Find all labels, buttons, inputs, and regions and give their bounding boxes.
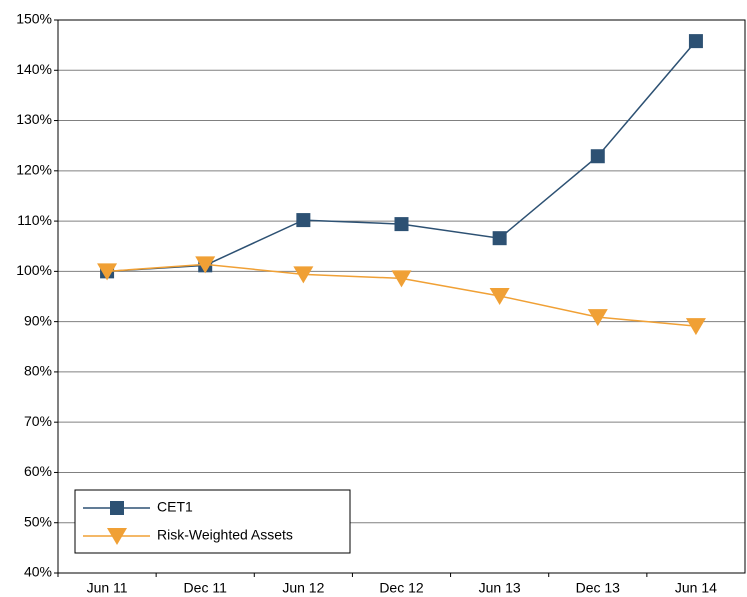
marker [391,270,412,288]
marker [489,287,510,305]
marker [293,266,314,284]
marker [97,263,118,281]
legend-box [74,489,351,554]
y-tick-label: 80% [24,363,52,379]
marker [195,256,216,274]
marker [688,34,703,49]
y-tick-label: 50% [24,513,52,529]
marker [590,149,605,164]
x-tick-label: Dec 11 [184,580,228,596]
marker [685,318,706,336]
y-tick-label: 150% [16,11,52,27]
y-tick-label: 120% [16,162,52,178]
x-tick-label: Jun 11 [87,580,128,596]
y-tick-label: 140% [16,61,52,77]
legend-label: Risk-Weighted Assets [157,527,293,543]
plot-frame [57,19,746,574]
y-tick-label: 90% [24,312,52,328]
y-tick-label: 110% [17,212,52,228]
series-line [107,40,697,273]
marker [110,501,124,515]
y-tick-label: 130% [16,111,52,127]
marker [107,528,127,545]
x-tick-label: Dec 12 [379,580,424,596]
marker [587,309,608,327]
y-tick-label: 70% [24,413,52,429]
marker [296,213,311,228]
y-tick-label: 40% [24,564,52,580]
legend-label: CET1 [157,499,193,515]
x-tick-label: Dec 13 [576,580,621,596]
x-tick-label: Jun 14 [675,580,717,596]
y-tick-label: 100% [16,262,52,278]
x-tick-label: Jun 12 [282,580,324,596]
marker [394,217,409,232]
x-tick-label: Jun 13 [479,580,521,596]
y-tick-label: 60% [24,463,52,479]
marker [492,231,507,246]
